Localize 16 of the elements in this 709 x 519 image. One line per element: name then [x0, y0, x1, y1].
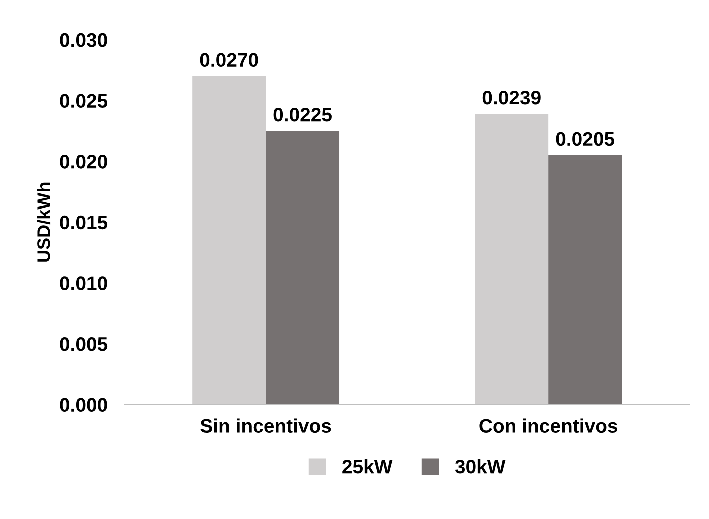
x-tick-label: Con incentivos [480, 418, 618, 433]
data-label: 0.0239 [482, 90, 541, 105]
y-tick-label: 0.010 [60, 276, 108, 290]
data-label: 0.0270 [200, 53, 258, 68]
y-tick-label: 0.015 [60, 216, 108, 230]
x-tick-label: Sin incentivos [200, 418, 332, 433]
y-tick-label: 0.000 [60, 398, 108, 412]
legend-label: 25kW [342, 459, 393, 474]
y-tick-label: 0.005 [60, 337, 108, 352]
data-label: 0.0225 [274, 108, 332, 122]
y-tick-label: 0.025 [60, 94, 108, 108]
legend-label: 30kW [455, 459, 506, 474]
y-tick-label: 0.020 [60, 155, 108, 169]
data-label: 0.0205 [556, 132, 615, 146]
y-axis-title: USD/kWh [37, 182, 51, 262]
y-tick-label: 0.030 [60, 33, 108, 48]
